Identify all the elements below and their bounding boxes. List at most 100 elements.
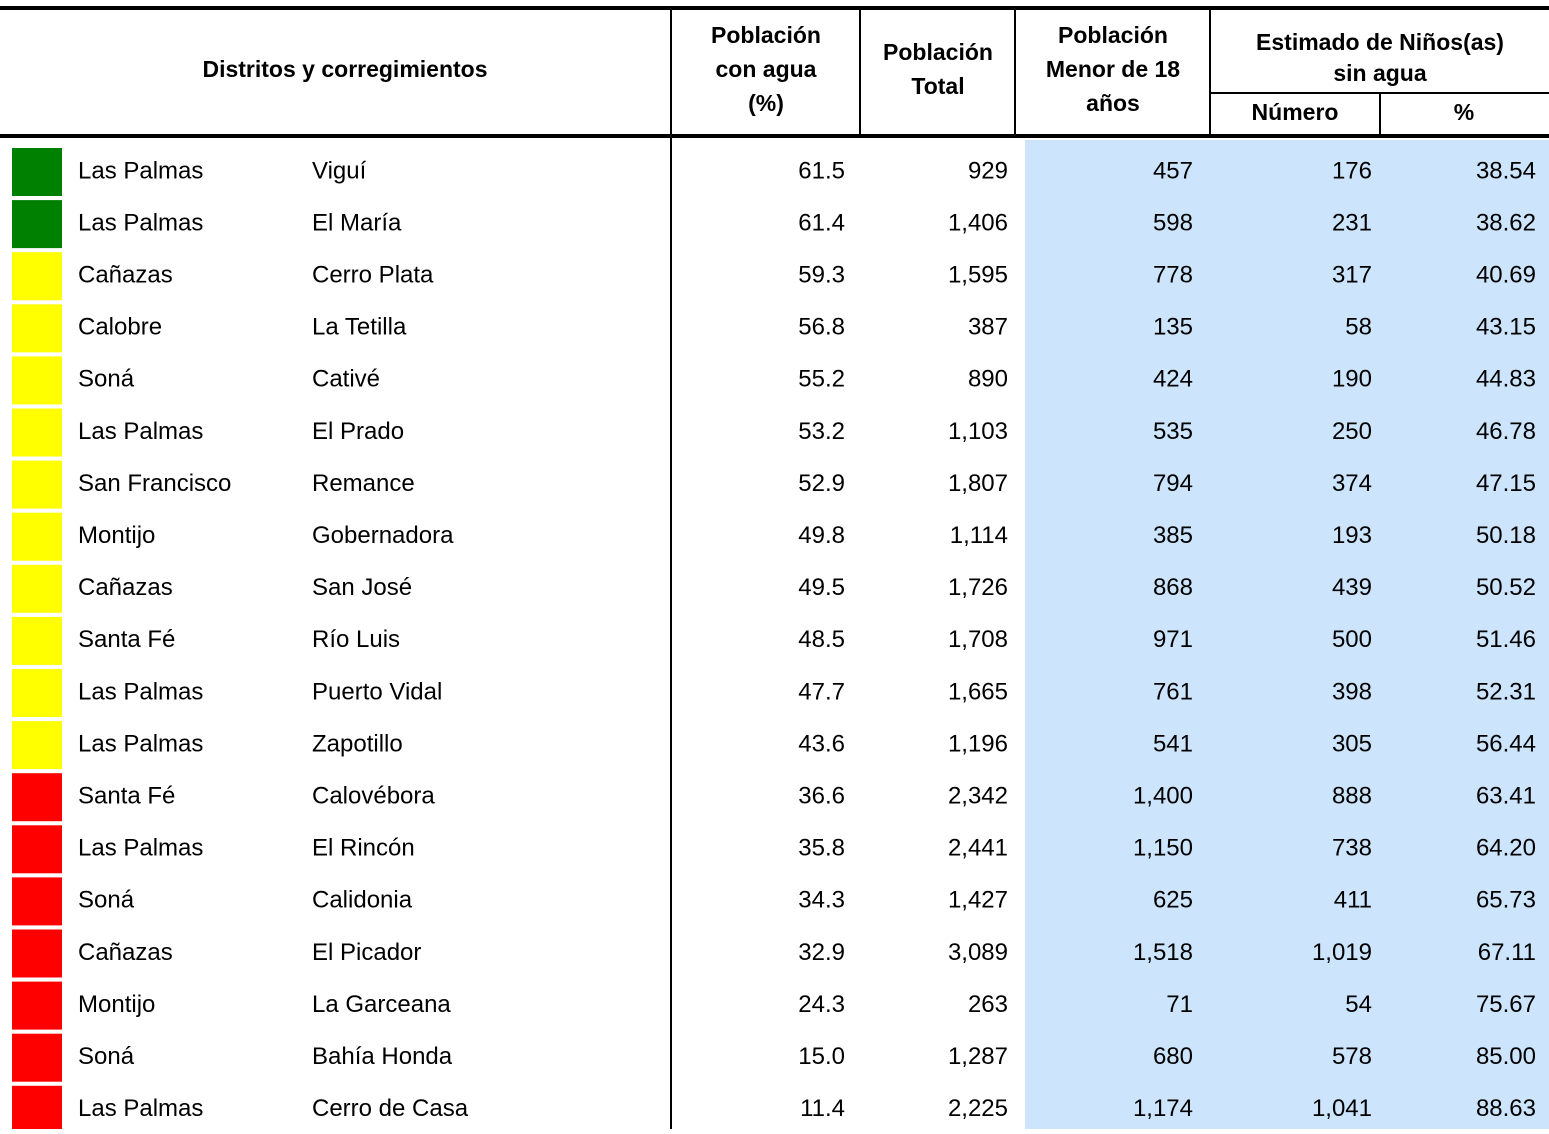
cell: 680 <box>1153 1043 1193 1070</box>
status-swatch <box>12 564 62 613</box>
cell: 55.2 <box>798 366 845 393</box>
cell: Bahía Honda <box>312 1043 453 1070</box>
status-swatch <box>12 929 62 978</box>
cell: 11.4 <box>800 1095 845 1122</box>
cell: Las Palmas <box>78 157 203 184</box>
cell: 439 <box>1332 574 1372 601</box>
header: Población <box>883 39 993 65</box>
cell: 135 <box>1153 314 1193 341</box>
cell: 1,807 <box>948 470 1008 497</box>
cell: 35.8 <box>798 835 845 862</box>
cell: 88.63 <box>1476 1095 1536 1122</box>
cell: 61.5 <box>798 157 845 184</box>
cell: 67.11 <box>1478 939 1536 966</box>
cell: 2,225 <box>948 1095 1008 1122</box>
cell: 385 <box>1153 522 1193 549</box>
cell: 625 <box>1153 887 1193 914</box>
cell: 58 <box>1345 314 1372 341</box>
cell: Montijo <box>78 991 155 1018</box>
status-swatch <box>12 825 62 874</box>
cell: 1,595 <box>948 262 1008 289</box>
cell: 457 <box>1153 157 1193 184</box>
cell: 24.3 <box>798 991 845 1018</box>
cell: Las Palmas <box>78 835 203 862</box>
cell: Las Palmas <box>78 678 203 705</box>
cell: Soná <box>78 887 135 914</box>
cell: 75.67 <box>1476 991 1536 1018</box>
cell: Zapotillo <box>312 730 403 757</box>
cell: 59.3 <box>798 262 845 289</box>
header: Total <box>911 73 964 99</box>
cell: 51.46 <box>1476 626 1536 653</box>
cell: 1,708 <box>948 626 1008 653</box>
cell: 48.5 <box>798 626 845 653</box>
status-swatch <box>12 773 62 822</box>
header: Distritos y corregimientos <box>202 56 487 82</box>
cell: El Prado <box>312 418 404 445</box>
cell: 34.3 <box>798 887 845 914</box>
cell: 738 <box>1332 835 1372 862</box>
status-swatch <box>12 981 62 1030</box>
cell: 1,196 <box>948 730 1008 757</box>
cell: 49.8 <box>798 522 845 549</box>
cell: Cerro Plata <box>312 262 434 289</box>
header: Menor de 18 <box>1046 56 1180 82</box>
cell: Montijo <box>78 522 155 549</box>
cell: 778 <box>1153 262 1193 289</box>
cell: 53.2 <box>798 418 845 445</box>
status-swatch <box>12 252 62 301</box>
header: % <box>1454 99 1474 125</box>
status-swatch <box>12 877 62 926</box>
cell: 50.18 <box>1476 522 1536 549</box>
cell: 43.15 <box>1476 314 1536 341</box>
cell: Soná <box>78 366 135 393</box>
cell: 38.62 <box>1476 209 1536 236</box>
cell: 38.54 <box>1476 157 1536 184</box>
cell: 890 <box>968 366 1008 393</box>
cell: 500 <box>1332 626 1372 653</box>
header: (%) <box>748 90 784 116</box>
cell: Cañazas <box>78 262 173 289</box>
cell: 1,406 <box>948 209 1008 236</box>
cell: Cativé <box>312 366 380 393</box>
status-swatch <box>12 669 62 717</box>
cell: 1,726 <box>948 574 1008 601</box>
status-swatch <box>12 1085 62 1134</box>
cell: La Garceana <box>312 991 451 1018</box>
cell: Las Palmas <box>78 1095 203 1122</box>
cell: El María <box>312 209 402 236</box>
cell: 374 <box>1332 470 1372 497</box>
cell: 305 <box>1332 730 1372 757</box>
cell: 971 <box>1153 626 1193 653</box>
cell: 64.20 <box>1476 835 1536 862</box>
cell: Río Luis <box>312 626 400 653</box>
cell: 387 <box>968 314 1008 341</box>
cell: Calidonia <box>312 887 413 914</box>
highlight-band <box>1025 140 1549 1129</box>
status-swatch <box>12 721 62 770</box>
cell: La Tetilla <box>312 314 407 341</box>
cell: 36.6 <box>798 783 845 810</box>
cell: 888 <box>1332 783 1372 810</box>
cell: 3,089 <box>948 939 1008 966</box>
status-swatch <box>12 460 62 509</box>
cell: Calovébora <box>312 783 435 810</box>
cell: 65.73 <box>1476 887 1536 914</box>
header: años <box>1086 90 1140 116</box>
cell: 231 <box>1332 209 1372 236</box>
cell: 424 <box>1153 366 1193 393</box>
cell: 535 <box>1153 418 1193 445</box>
header: sin agua <box>1333 60 1427 86</box>
cell: 929 <box>968 157 1008 184</box>
cell: Viguí <box>312 157 367 184</box>
cell: Santa Fé <box>78 783 175 810</box>
cell: 541 <box>1153 730 1193 757</box>
cell: 398 <box>1332 678 1372 705</box>
cell: 85.00 <box>1476 1043 1536 1070</box>
cell: 250 <box>1332 418 1372 445</box>
cell: 176 <box>1332 157 1372 184</box>
cell: San Francisco <box>78 470 231 497</box>
cell: 50.52 <box>1476 574 1536 601</box>
cell: 411 <box>1334 887 1372 914</box>
cell: 61.4 <box>798 209 845 236</box>
